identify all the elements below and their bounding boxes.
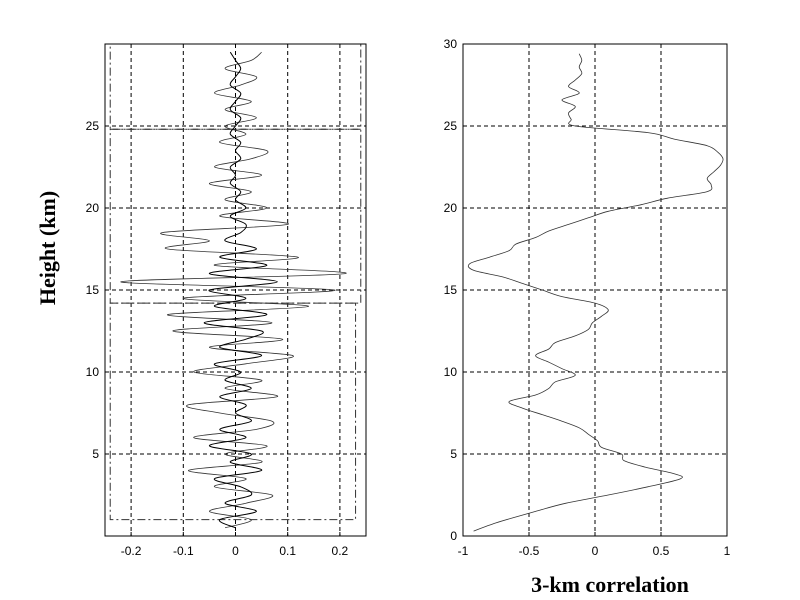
x-tick-label: 0.1: [279, 544, 296, 558]
left-y-tick-labels: 5 10 15 20 25: [86, 119, 100, 461]
y-tick-label: 15: [86, 283, 100, 297]
x-tick-label: 0: [232, 544, 239, 558]
left-series-line-1: [203, 51, 278, 529]
y-tick-label: 30: [444, 37, 458, 51]
x-tick-label: -1: [458, 544, 469, 558]
right-axes-frame: [462, 43, 728, 537]
right-series-line-0: [467, 53, 724, 532]
y-tick-label: 5: [92, 447, 99, 461]
y-axis-label: Height (km): [35, 191, 60, 305]
x-tick-label: -0.2: [121, 544, 142, 558]
right-series-group: [467, 53, 724, 532]
left-series-line-0: [120, 51, 347, 529]
y-tick-label: 20: [444, 201, 458, 215]
right-grid: [462, 43, 728, 537]
right-y-tick-labels: 0 5 10 15 20 25 30: [444, 37, 458, 543]
x-tick-label: 0.5: [653, 544, 670, 558]
y-tick-label: 20: [86, 201, 100, 215]
right-x-tick-labels: -1 -0.5 0 0.5 1: [458, 544, 731, 558]
left-series-group: [120, 51, 347, 529]
left-axes-frame: [104, 43, 367, 537]
x-tick-label: 0.2: [332, 544, 349, 558]
y-tick-label: 15: [444, 283, 458, 297]
x-tick-label: 1: [724, 544, 731, 558]
left-grid: [105, 44, 366, 536]
left-dash-dot-boxes: [109, 43, 362, 521]
dash-dot-box: [109, 128, 362, 304]
height-profile-panel: -0.2 -0.1 0 0.1 0.2 5 10 15 20 25 Height (km): [35, 43, 367, 558]
y-tick-label: 10: [444, 365, 458, 379]
x-tick-label: 0: [592, 544, 599, 558]
x-axis-label: 3-km correlation: [531, 572, 689, 597]
correlation-panel: -1 -0.5 0 0.5 1 0 5 10 15 20 25 30 3-km correlatio…: [444, 37, 731, 597]
y-tick-label: 25: [86, 119, 100, 133]
left-x-tick-labels: -0.2 -0.1 0 0.1 0.2: [121, 544, 349, 558]
x-tick-label: -0.5: [519, 544, 540, 558]
dash-dot-box: [109, 302, 357, 521]
y-tick-label: 10: [86, 365, 100, 379]
dash-dot-box: [109, 43, 362, 130]
y-tick-label: 25: [444, 119, 458, 133]
y-tick-label: 5: [450, 447, 457, 461]
x-tick-label: -0.1: [173, 544, 194, 558]
y-tick-label: 0: [450, 529, 457, 543]
